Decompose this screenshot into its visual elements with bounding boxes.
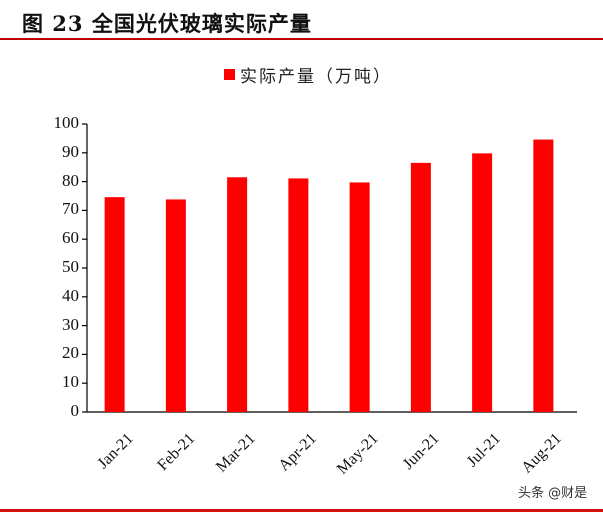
y-tick-label: 20 [62, 343, 79, 363]
y-tick-label: 10 [62, 372, 79, 392]
y-tick-label: 50 [62, 257, 79, 276]
y-tick-label: 100 [53, 113, 80, 132]
y-tick-label: 70 [62, 199, 79, 219]
y-tick-label: 90 [62, 141, 79, 161]
bar-feb-21 [165, 199, 186, 412]
bottom-rule [0, 509, 603, 512]
bar-apr-21 [288, 178, 309, 412]
legend-label: 实际产量（万吨） [240, 67, 392, 87]
bar-jan-21 [104, 197, 125, 412]
title-rule [0, 38, 603, 40]
y-tick-label: 80 [62, 170, 79, 190]
bar-jun-21 [410, 162, 431, 412]
bar-jul-21 [472, 153, 493, 412]
y-tick-label: 40 [62, 285, 79, 305]
y-tick-label: 0 [70, 401, 80, 420]
y-tick-label: 30 [62, 314, 79, 334]
legend-swatch [224, 69, 235, 80]
bar-mar-21 [227, 177, 248, 412]
legend: 实际产量（万吨） [224, 62, 392, 87]
y-tick-label: 60 [62, 228, 79, 248]
watermark: 头条 @财是 [518, 486, 588, 501]
figure-title: 图 23 全国光伏玻璃实际产量 [22, 11, 312, 36]
bar-aug-21 [533, 139, 554, 412]
bar-may-21 [349, 182, 370, 412]
